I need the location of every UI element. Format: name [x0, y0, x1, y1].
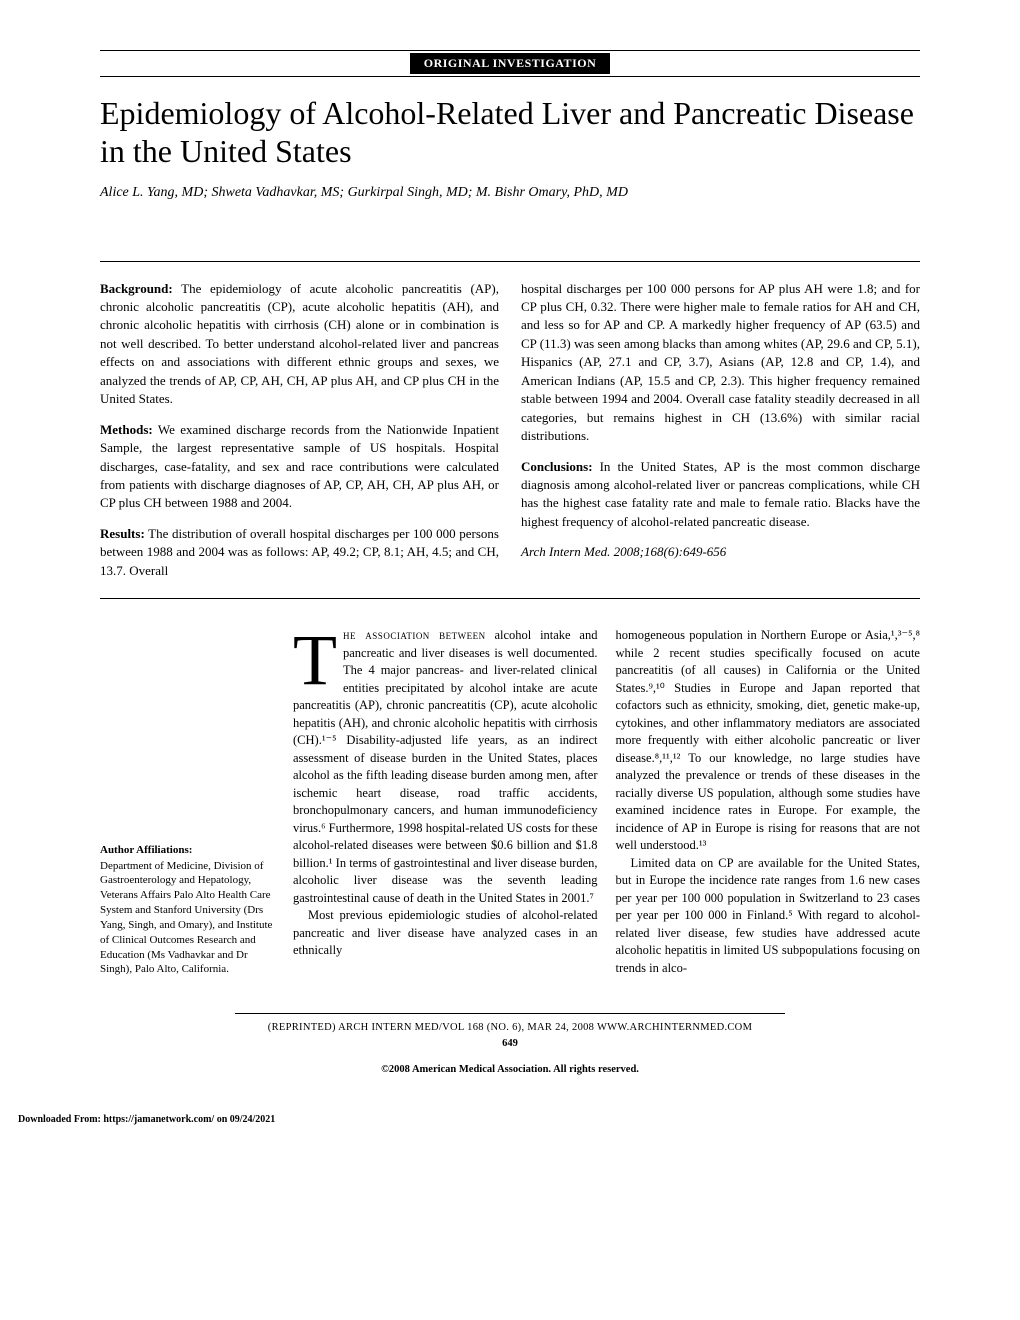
section-header-bar: ORIGINAL INVESTIGATION: [100, 50, 920, 77]
affiliations-text: Department of Medicine, Division of Gast…: [100, 859, 275, 978]
lead-smallcaps: he association between: [343, 628, 486, 642]
body-columns: Author Affiliations: Department of Medic…: [100, 627, 920, 977]
footer-rule: [235, 1013, 785, 1014]
results-text: The distribution of overall hospital dis…: [100, 526, 499, 578]
footer-copyright: ©2008 American Medical Association. All …: [100, 1062, 920, 1078]
affiliations-heading: Author Affiliations:: [100, 843, 275, 858]
results-continuation: hospital discharges per 100 000 persons …: [521, 280, 920, 446]
section-label: ORIGINAL INVESTIGATION: [410, 53, 610, 74]
article-title: Epidemiology of Alcohol-Related Liver an…: [100, 95, 920, 171]
abstract-left-column: Background: The epidemiology of acute al…: [100, 280, 499, 581]
abstract-right-column: hospital discharges per 100 000 persons …: [521, 280, 920, 581]
page-footer: (REPRINTED) ARCH INTERN MED/VOL 168 (NO.…: [100, 1013, 920, 1077]
body-col2-p2: Limited data on CP are available for the…: [616, 855, 921, 978]
footer-page-number: 649: [100, 1036, 920, 1052]
methods-label: Methods:: [100, 422, 153, 437]
background-label: Background:: [100, 281, 173, 296]
affiliations-column: Author Affiliations: Department of Medic…: [100, 627, 275, 977]
results-label: Results:: [100, 526, 145, 541]
download-note: Downloaded From: https://jamanetwork.com…: [0, 1108, 1020, 1135]
footer-citation: (REPRINTED) ARCH INTERN MED/VOL 168 (NO.…: [100, 1020, 920, 1036]
abstract-box: Background: The epidemiology of acute al…: [100, 261, 920, 600]
body-column-1: The association between alcohol intake a…: [293, 627, 598, 977]
background-text: The epidemiology of acute alcoholic panc…: [100, 281, 499, 407]
author-list: Alice L. Yang, MD; Shweta Vadhavkar, MS;…: [100, 185, 920, 201]
conclusions-label: Conclusions:: [521, 459, 593, 474]
body-column-2: homogeneous population in Northern Europ…: [616, 627, 921, 977]
article-citation: Arch Intern Med. 2008;168(6):649-656: [521, 543, 920, 561]
dropcap: T: [293, 627, 343, 690]
methods-text: We examined discharge records from the N…: [100, 422, 499, 511]
body-col2-p1: homogeneous population in Northern Europ…: [616, 627, 921, 855]
body-col1-p2: Most previous epidemiologic studies of a…: [293, 907, 598, 960]
